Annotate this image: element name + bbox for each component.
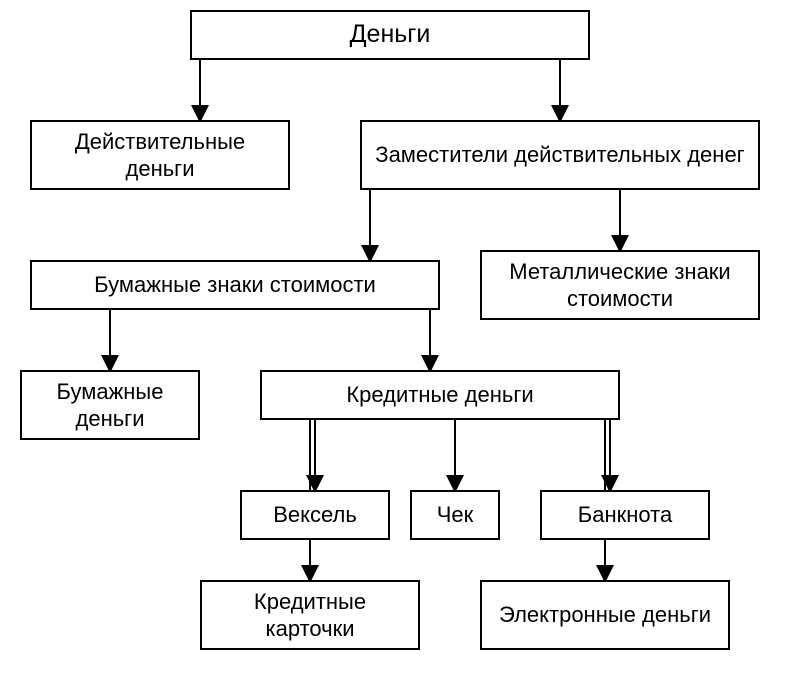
node-label: Чек <box>437 501 474 529</box>
node-credit-cards: Кредитные карточки <box>200 580 420 650</box>
node-label: Бумажные знаки стоимости <box>94 271 376 299</box>
node-label: Бумажные деньги <box>28 378 192 433</box>
node-label: Действительные деньги <box>38 128 282 183</box>
node-label: Вексель <box>273 501 357 529</box>
node-credit-money: Кредитные деньги <box>260 370 620 420</box>
node-label: Банкнота <box>578 501 672 529</box>
node-paper-money: Бумажные деньги <box>20 370 200 440</box>
node-label: Кредитные карточки <box>208 588 412 643</box>
node-veksel: Вексель <box>240 490 390 540</box>
diagram-canvas: Деньги Действительные деньги Заместители… <box>0 0 796 698</box>
node-label: Электронные деньги <box>499 601 711 629</box>
node-real-money: Действительные деньги <box>30 120 290 190</box>
node-banknota: Банкнота <box>540 490 710 540</box>
node-metal-signs: Металлические знаки стоимости <box>480 250 760 320</box>
node-money: Деньги <box>190 10 590 60</box>
node-paper-signs: Бумажные знаки стоимости <box>30 260 440 310</box>
node-substitutes: Заместители действительных денег <box>360 120 760 190</box>
node-label: Металлические знаки стоимости <box>488 258 752 313</box>
node-chek: Чек <box>410 490 500 540</box>
node-electronic-money: Электронные деньги <box>480 580 730 650</box>
node-label: Деньги <box>350 19 431 50</box>
node-label: Кредитные деньги <box>346 381 533 409</box>
node-label: Заместители действительных денег <box>375 141 744 169</box>
